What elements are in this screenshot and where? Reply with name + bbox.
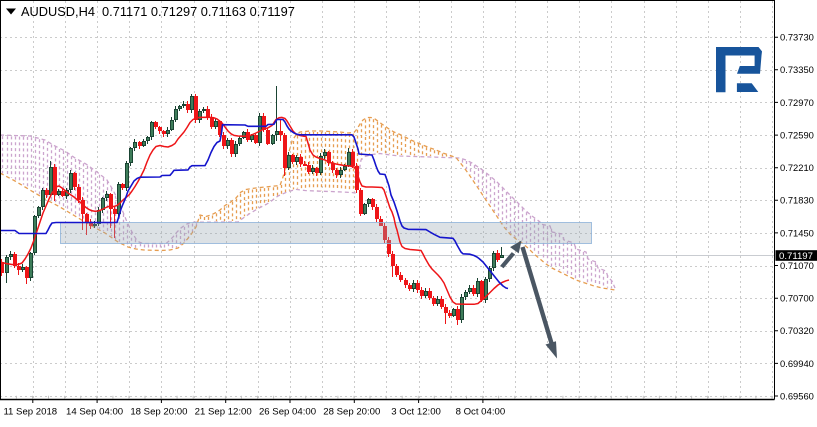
svg-text:28 Sep 20:00: 28 Sep 20:00 [323,407,380,418]
svg-text:0.70320: 0.70320 [780,325,814,336]
svg-text:0.73350: 0.73350 [780,64,814,75]
svg-text:0.69560: 0.69560 [780,390,814,401]
svg-text:0.71197: 0.71197 [779,251,813,262]
svg-text:26 Sep 04:00: 26 Sep 04:00 [259,407,316,418]
svg-text:0.72210: 0.72210 [780,162,814,173]
svg-text:0.69940: 0.69940 [780,358,814,369]
svg-text:0.71830: 0.71830 [780,195,814,206]
svg-text:0.71450: 0.71450 [780,227,814,238]
svg-text:21 Sep 12:00: 21 Sep 12:00 [195,407,252,418]
svg-text:18 Sep 20:00: 18 Sep 20:00 [130,407,187,418]
svg-text:8 Oct 04:00: 8 Oct 04:00 [456,407,506,418]
svg-text:AUDUSD,H4 0.71171 0.71297 0.7: AUDUSD,H4 0.71171 0.71297 0.71163 0.7119… [21,4,295,19]
svg-text:0.73730: 0.73730 [780,32,814,43]
svg-text:0.72970: 0.72970 [780,97,814,108]
svg-text:11 Sep 2018: 11 Sep 2018 [3,407,57,418]
svg-text:0.72590: 0.72590 [780,130,814,141]
svg-text:3 Oct 12:00: 3 Oct 12:00 [391,407,441,418]
svg-text:14 Sep 04:00: 14 Sep 04:00 [66,407,123,418]
svg-text:0.70700: 0.70700 [780,293,814,304]
